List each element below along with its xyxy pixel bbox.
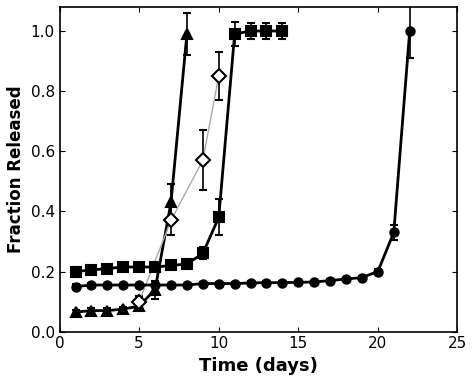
Y-axis label: Fraction Released: Fraction Released	[7, 86, 25, 253]
X-axis label: Time (days): Time (days)	[199, 357, 318, 375]
